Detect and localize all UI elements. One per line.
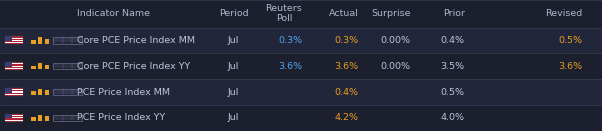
FancyBboxPatch shape (45, 65, 49, 70)
Text: Jul: Jul (228, 88, 239, 97)
FancyBboxPatch shape (31, 40, 36, 44)
FancyBboxPatch shape (5, 114, 13, 118)
FancyBboxPatch shape (5, 63, 23, 64)
Text: Core PCE Price Index MM: Core PCE Price Index MM (77, 36, 195, 45)
Text: Surprise: Surprise (371, 9, 411, 18)
FancyBboxPatch shape (5, 89, 23, 90)
Text: PCE Price Index YY: PCE Price Index YY (77, 113, 166, 122)
FancyBboxPatch shape (5, 114, 23, 122)
FancyBboxPatch shape (31, 91, 36, 95)
Text: 3.6%: 3.6% (335, 62, 359, 71)
FancyBboxPatch shape (0, 105, 602, 131)
Text: Jul: Jul (228, 36, 239, 45)
Text: 0.5%: 0.5% (441, 88, 465, 97)
FancyBboxPatch shape (0, 53, 602, 79)
Text: PCE Price Index MM: PCE Price Index MM (77, 88, 170, 97)
FancyBboxPatch shape (45, 116, 49, 121)
FancyBboxPatch shape (0, 28, 602, 53)
FancyBboxPatch shape (5, 36, 23, 45)
FancyBboxPatch shape (5, 117, 23, 118)
Text: 0.3%: 0.3% (335, 36, 359, 45)
Text: 0.00%: 0.00% (380, 62, 411, 71)
FancyBboxPatch shape (5, 94, 23, 95)
Text: 3.5%: 3.5% (441, 62, 465, 71)
Text: 4.0%: 4.0% (441, 113, 465, 122)
FancyBboxPatch shape (5, 62, 13, 67)
FancyBboxPatch shape (5, 115, 23, 116)
Text: 4.2%: 4.2% (335, 113, 359, 122)
FancyBboxPatch shape (5, 62, 23, 70)
Text: 0.4%: 0.4% (335, 88, 359, 97)
FancyBboxPatch shape (5, 37, 23, 39)
FancyBboxPatch shape (5, 88, 13, 93)
Text: Prior: Prior (442, 9, 465, 18)
FancyBboxPatch shape (38, 37, 42, 44)
FancyBboxPatch shape (38, 63, 42, 70)
FancyBboxPatch shape (5, 68, 23, 69)
Text: 0.3%: 0.3% (278, 36, 302, 45)
Text: Indicator Name: Indicator Name (77, 9, 150, 18)
Text: Jul: Jul (228, 62, 239, 71)
FancyBboxPatch shape (5, 120, 23, 121)
Text: Period: Period (219, 9, 249, 18)
FancyBboxPatch shape (5, 66, 23, 67)
FancyBboxPatch shape (45, 90, 49, 95)
Text: 3.6%: 3.6% (278, 62, 302, 71)
FancyBboxPatch shape (5, 40, 23, 41)
FancyBboxPatch shape (5, 91, 23, 93)
FancyBboxPatch shape (45, 39, 49, 44)
FancyBboxPatch shape (38, 89, 42, 95)
Text: Jul: Jul (228, 113, 239, 122)
FancyBboxPatch shape (31, 117, 36, 121)
FancyBboxPatch shape (31, 66, 36, 70)
Text: 3.6%: 3.6% (559, 62, 583, 71)
FancyBboxPatch shape (5, 42, 23, 43)
FancyBboxPatch shape (5, 36, 13, 41)
FancyBboxPatch shape (38, 114, 42, 121)
Text: Core PCE Price Index YY: Core PCE Price Index YY (77, 62, 190, 71)
Text: 0.5%: 0.5% (559, 36, 583, 45)
FancyBboxPatch shape (5, 88, 23, 96)
Text: Actual: Actual (329, 9, 359, 18)
Text: Revised: Revised (545, 9, 583, 18)
Text: 0.4%: 0.4% (441, 36, 465, 45)
Text: 0.00%: 0.00% (380, 36, 411, 45)
Text: Reuters
Poll: Reuters Poll (265, 4, 302, 23)
FancyBboxPatch shape (0, 79, 602, 105)
